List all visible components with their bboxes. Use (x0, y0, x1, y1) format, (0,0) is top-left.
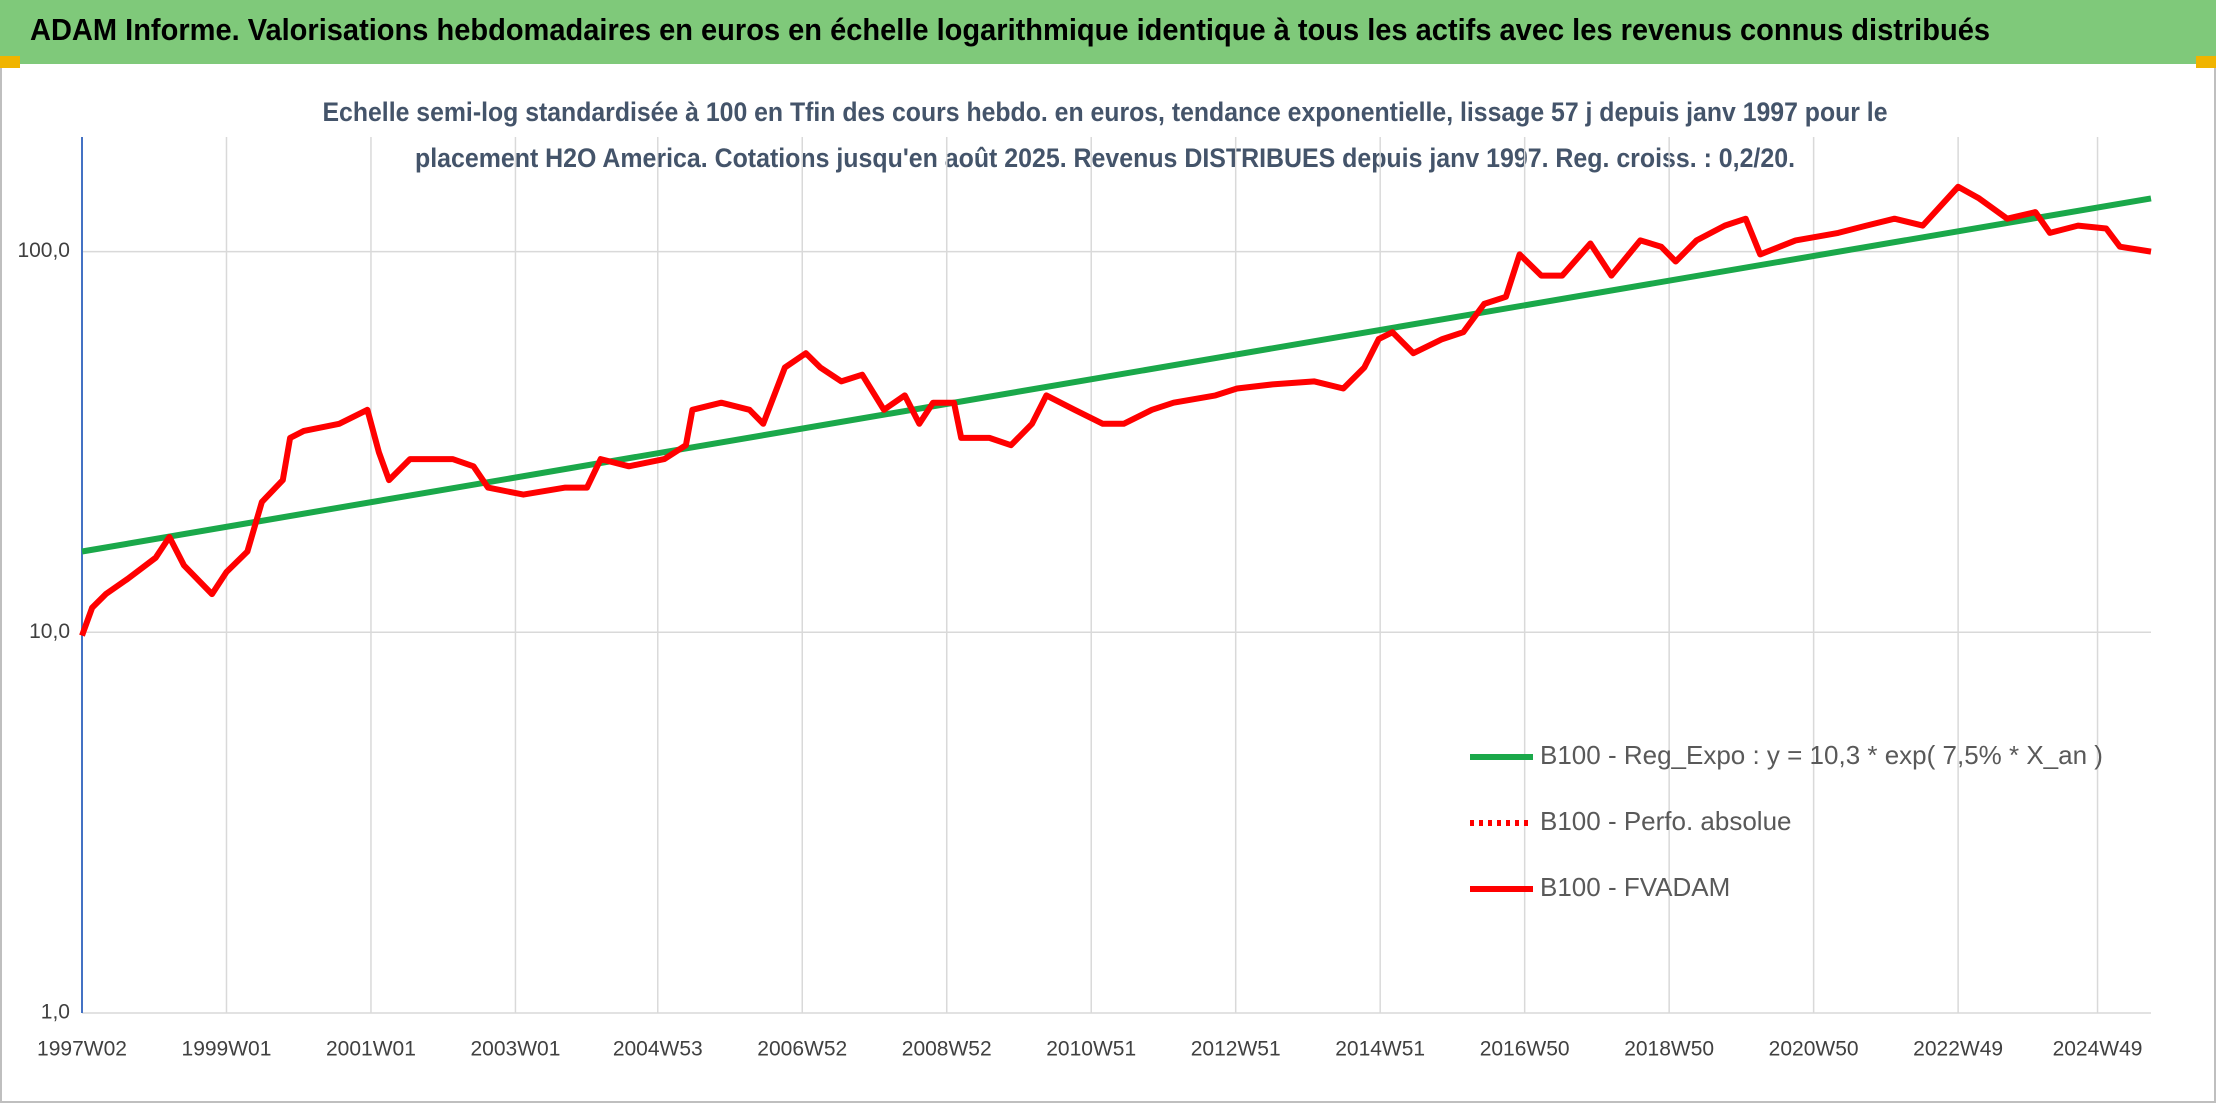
x-tick-label: 2014W51 (1335, 1038, 1425, 1061)
subtitle: Echelle semi-log standardisée à 100 en T… (323, 97, 1888, 127)
x-tick-label: 2016W50 (1480, 1038, 1570, 1061)
x-tick-label: 2020W50 (1769, 1038, 1859, 1061)
legend-label: B100 - Reg_Expo : y = 10,3 * exp( 7,5% *… (1540, 740, 2103, 770)
x-tick-label: 2024W49 (2053, 1038, 2143, 1061)
chart-title: ADAM Informe. Valorisations hebdomadaire… (30, 12, 1990, 47)
corner (0, 56, 20, 68)
x-tick-label: 2012W51 (1191, 1038, 1281, 1061)
x-tick-label: 2004W53 (613, 1038, 703, 1061)
x-tick-label: 1997W02 (37, 1038, 127, 1061)
plot-area: 1,0 10,0 100,0 1997W02 1999W01 2001W01 2003W01… (17, 137, 2152, 1061)
x-tick-label: 2001W01 (326, 1038, 416, 1061)
x-tick-label: 2006W52 (757, 1038, 847, 1061)
x-tick-label: 1999W01 (182, 1038, 272, 1061)
x-tick-label: 2018W50 (1624, 1038, 1714, 1061)
x-tick-label: 2010W51 (1046, 1038, 1136, 1061)
y-tick-label: 1,0 (41, 1001, 70, 1024)
corner (2196, 56, 2216, 68)
series-line (81, 195, 2152, 555)
x-tick-label: 2022W49 (1913, 1038, 2003, 1061)
subtitle: placement H2O America. Cotations jusqu'e… (415, 143, 1795, 173)
legend: B100 - Reg_Expo : y = 10,3 * exp( 7,5% *… (1470, 740, 2103, 902)
y-tick-label: 10,0 (29, 620, 70, 643)
series-line (79, 183, 2152, 637)
x-tick-label: 2008W52 (902, 1038, 992, 1061)
header-bar (0, 0, 2216, 64)
y-tick-label: 100,0 (17, 239, 70, 262)
legend-label: B100 - FVADAM (1540, 872, 1730, 902)
legend-label: B100 - Perfo. absolue (1540, 806, 1792, 836)
x-tick-label: 2003W01 (470, 1038, 560, 1061)
